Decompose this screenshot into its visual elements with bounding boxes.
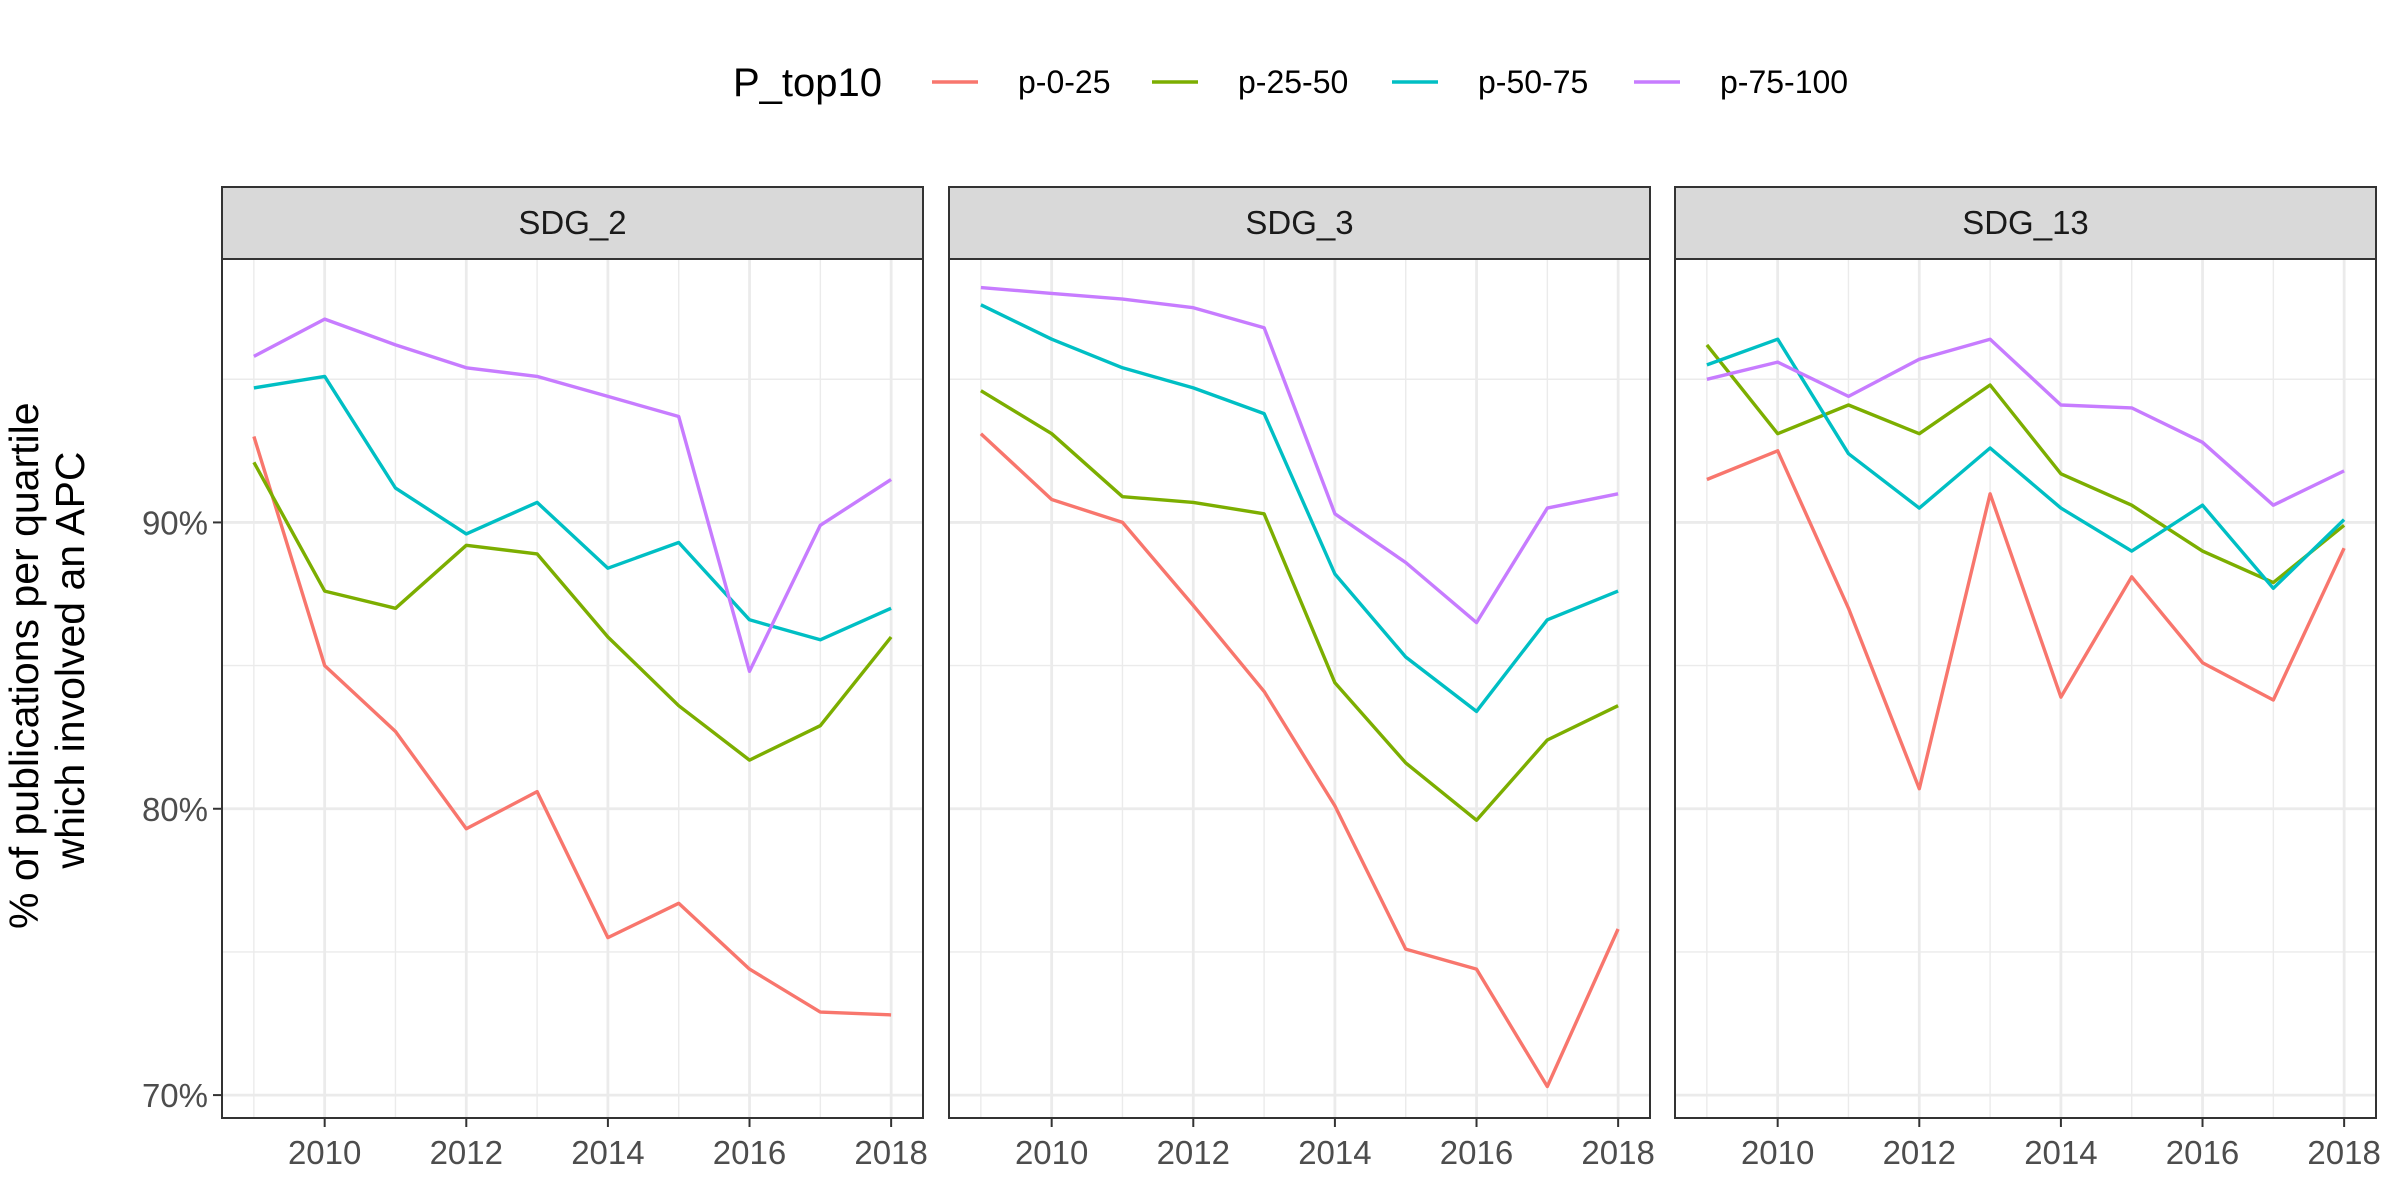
panel-SDG_2: SDG_2 70% 80% 90% 2010 2012 2014 2016 2018 xyxy=(142,186,928,1171)
strip-label-SDG_13: SDG_13 xyxy=(1962,204,2089,241)
panels: SDG_2 70% 80% 90% 2010 2012 2014 2016 2018 SDG_3 2… xyxy=(142,186,2381,1171)
panel-border xyxy=(1674,258,2377,1119)
major-gridlines xyxy=(222,259,923,1118)
major-gridlines xyxy=(949,259,1650,1118)
x-tick-label: 2016 xyxy=(2166,1134,2239,1171)
series-line-p-75-100 xyxy=(253,317,893,673)
x-tick-label: 2010 xyxy=(288,1134,361,1171)
x-tick-label: 2014 xyxy=(571,1134,644,1171)
legend: P_top10 p-0-25 p-25-50 p-50-75 p-75-100 xyxy=(733,61,1848,105)
series-line-p-25-50 xyxy=(1705,343,2346,585)
series-line-p-50-75 xyxy=(980,303,1619,714)
y-tick-label: 90% xyxy=(142,504,208,541)
series-line-p-75-100 xyxy=(1706,337,2345,507)
panel-SDG_13: SDG_13 2010 2012 2014 2016 2018 xyxy=(1674,186,2381,1171)
series-line-p-50-75 xyxy=(1706,337,2346,590)
legend-label-p-0-25: p-0-25 xyxy=(1018,64,1111,100)
strip-label-SDG_3: SDG_3 xyxy=(1245,204,1353,241)
x-tick-label: 2018 xyxy=(2307,1134,2380,1171)
minor-gridlines xyxy=(222,259,923,1118)
strip-label-SDG_2: SDG_2 xyxy=(518,204,626,241)
panel-SDG_3: SDG_3 2010 2012 2014 2016 2018 xyxy=(948,186,1655,1171)
strip-SDG_13 xyxy=(1674,186,2377,260)
series-line-p-0-25 xyxy=(979,432,1620,1089)
x-tick-label: 2018 xyxy=(854,1134,927,1171)
minor-gridlines xyxy=(949,259,1650,1118)
x-tick-label: 2016 xyxy=(1440,1134,1513,1171)
series-line-p-25-50 xyxy=(252,461,893,762)
series-line-p-0-25 xyxy=(1706,449,2346,791)
series-line-p-50-75 xyxy=(253,374,892,642)
x-tick-label: 2018 xyxy=(1581,1134,1654,1171)
x-tick-label: 2014 xyxy=(1298,1134,1371,1171)
y-tick-label: 70% xyxy=(142,1077,208,1114)
major-gridlines xyxy=(1675,259,2376,1118)
y-axis-title: % of publications per quartile which inv… xyxy=(1,391,93,929)
legend-title: P_top10 xyxy=(733,61,882,105)
x-tick-label: 2012 xyxy=(1883,1134,1956,1171)
series-line-p-25-50 xyxy=(980,389,1619,822)
y-tick-label: 80% xyxy=(142,791,208,828)
legend-label-p-25-50: p-25-50 xyxy=(1238,64,1348,100)
x-tick-label: 2010 xyxy=(1741,1134,1814,1171)
y-axis-title-line2: which involved an APC xyxy=(47,451,93,869)
x-tick-label: 2012 xyxy=(1157,1134,1230,1171)
strip-SDG_2 xyxy=(221,186,924,260)
x-tick-label: 2010 xyxy=(1015,1134,1088,1171)
panel-border xyxy=(948,258,1651,1119)
y-axis-title-line1: % of publications per quartile xyxy=(1,402,47,928)
panel-border xyxy=(221,258,924,1119)
legend-items: p-0-25 p-25-50 p-50-75 p-75-100 xyxy=(932,64,1848,100)
x-tick-label: 2016 xyxy=(713,1134,786,1171)
minor-gridlines xyxy=(1675,259,2376,1118)
series-line-p-75-100 xyxy=(980,285,1619,625)
legend-label-p-50-75: p-50-75 xyxy=(1478,64,1588,100)
x-tick-label: 2012 xyxy=(430,1134,503,1171)
legend-label-p-75-100: p-75-100 xyxy=(1720,64,1848,100)
x-tick-label: 2014 xyxy=(2024,1134,2097,1171)
series-line-p-0-25 xyxy=(252,435,892,1017)
